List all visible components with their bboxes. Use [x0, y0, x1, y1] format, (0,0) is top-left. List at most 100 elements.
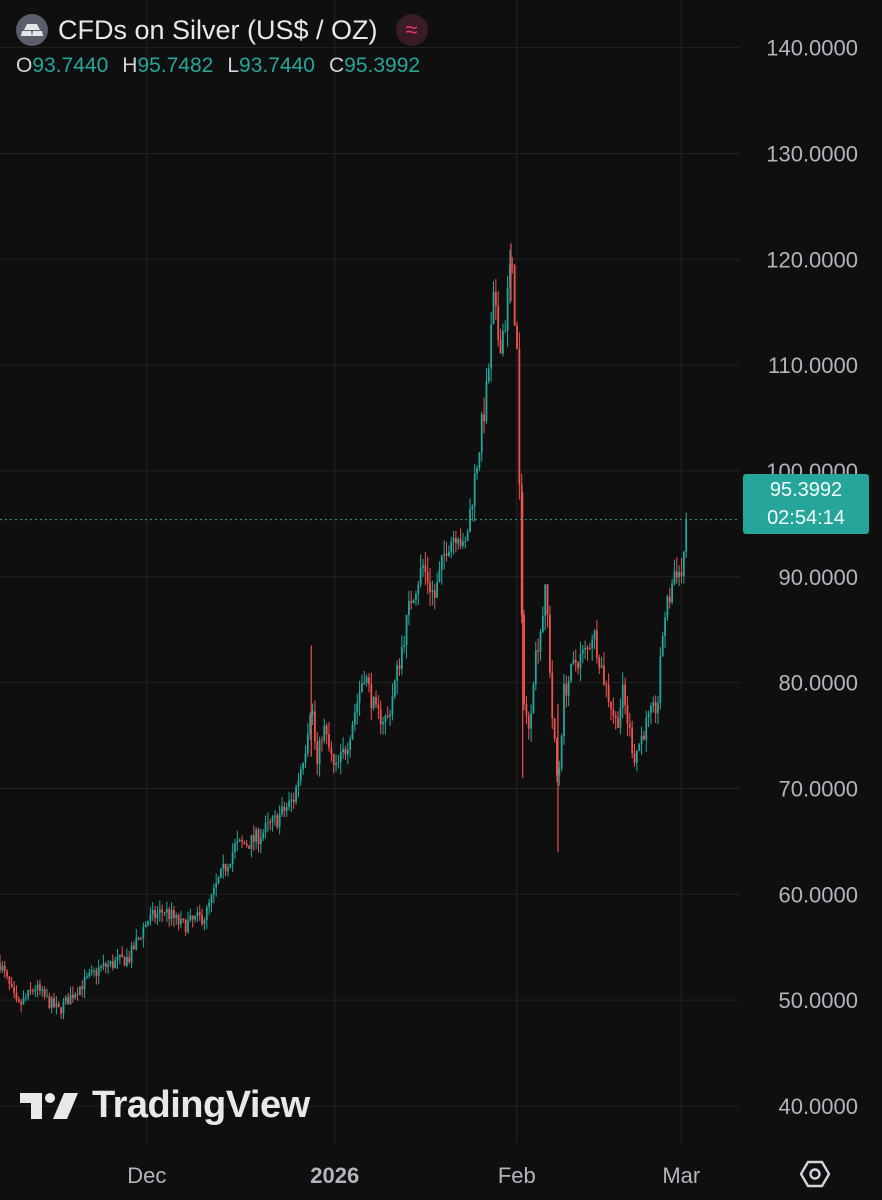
candle-body-up: [34, 989, 37, 992]
candle-body-down: [520, 484, 523, 615]
candle-body-up: [22, 997, 25, 1005]
candle-body-up: [647, 713, 650, 718]
candle-body-down: [121, 954, 124, 958]
candle-body-up: [502, 330, 504, 354]
candle-body-down: [20, 1001, 23, 1005]
candle-body-down: [57, 1003, 60, 1008]
candle-body-up: [342, 749, 344, 753]
candle-body-down: [241, 840, 243, 842]
candle-body-up: [391, 696, 394, 715]
candle-body-down: [499, 339, 502, 354]
tradingview-logo[interactable]: TradingView: [20, 1084, 310, 1127]
candle-body-up: [365, 677, 368, 683]
candle-body-up: [220, 868, 222, 878]
candle-body-up: [264, 823, 267, 833]
candle-body-up: [539, 632, 542, 652]
candle-body-up: [90, 970, 93, 973]
candle-body-up: [485, 381, 488, 422]
candle-body-up: [339, 752, 342, 762]
approx-badge-icon[interactable]: ≈: [395, 14, 428, 46]
candle-body-down: [565, 683, 568, 696]
candle-body-up: [149, 914, 152, 922]
candle-body-up: [443, 553, 446, 556]
candle-body-up: [288, 800, 290, 808]
candle-body-down: [588, 648, 591, 650]
candle-body-up: [671, 583, 673, 603]
candle-body-up: [210, 894, 213, 903]
candle-body-down: [276, 815, 279, 827]
candle-body-up: [309, 715, 312, 735]
candle-body-down: [518, 348, 521, 485]
candle-body-down: [553, 718, 556, 739]
candle-body-up: [682, 551, 685, 577]
symbol-title[interactable]: CFDs on Silver (US$ / OZ): [58, 14, 378, 45]
candle-body-up: [205, 907, 208, 920]
tradingview-logo-icon: [20, 1092, 78, 1119]
candle-body-down: [675, 571, 678, 578]
candle-body-up: [217, 877, 220, 884]
candle-body-down: [586, 647, 589, 649]
candle-body-up: [62, 1001, 65, 1014]
candle-body-down: [598, 657, 601, 668]
candle-body-up: [274, 815, 276, 817]
candle-body-up: [396, 665, 399, 681]
price-axis-tick-label: 80.0000: [778, 671, 858, 696]
candle-body-down: [631, 727, 634, 754]
ohlc-low: L93.7440: [227, 54, 315, 78]
candle-body-up: [579, 653, 582, 669]
candle-body-down: [13, 987, 15, 993]
candle-body-up: [358, 692, 361, 703]
candle-body-up: [337, 761, 340, 764]
candle-body-up: [295, 786, 297, 802]
candle-body-down: [177, 915, 180, 925]
price-axis-tick-label: 70.0000: [778, 776, 858, 801]
candle-body-up: [447, 551, 450, 556]
ohlc-high: H95.7482: [122, 54, 213, 78]
candle-body-up: [457, 539, 460, 544]
candle-body-up: [259, 838, 262, 845]
candle-body-up: [238, 840, 241, 842]
candle-body-down: [379, 708, 382, 725]
price-axis-tick-label: 130.0000: [766, 141, 858, 166]
candle-body-up: [645, 717, 648, 740]
candle-body-up: [151, 910, 154, 915]
candle-body-down: [328, 734, 330, 748]
candle-body-up: [285, 807, 288, 811]
candle-body-up: [389, 714, 391, 717]
candle-body-down: [53, 997, 55, 1008]
price-axis-tick-label: 140.0000: [766, 36, 858, 61]
candle-body-up: [215, 883, 218, 888]
candle-body-up: [462, 541, 464, 547]
candle-body-down: [527, 715, 530, 729]
candle-body-down: [123, 957, 126, 966]
candle-body-up: [638, 744, 641, 751]
candle-body-down: [605, 684, 608, 686]
candle-body-up: [102, 963, 105, 966]
candle-body-up: [100, 965, 102, 968]
candle-body-down: [574, 659, 577, 663]
candle-body-down: [523, 614, 525, 704]
candle-body-up: [271, 816, 274, 823]
ohlc-high-value: 95.7482: [137, 54, 214, 77]
candle-body-up: [436, 582, 438, 598]
candle-body-up: [50, 997, 53, 1008]
ohlc-close-value: 95.3992: [344, 54, 421, 77]
candle-body-up: [318, 740, 321, 765]
candle-body-down: [17, 999, 20, 1002]
candle-body-up: [262, 832, 265, 839]
candle-body-down: [626, 705, 629, 724]
candle-body-down: [668, 596, 671, 603]
candle-body-up: [351, 724, 354, 740]
gear-icon[interactable]: [799, 1158, 831, 1190]
price-axis-tick-label: 120.0000: [766, 247, 858, 272]
candle-body-down: [252, 835, 255, 842]
candle-body-down: [617, 717, 619, 728]
price-axis-tick-label: 60.0000: [778, 882, 858, 907]
candle-body-down: [292, 799, 295, 802]
candle-body-down: [29, 989, 32, 991]
candle-body-up: [250, 835, 253, 849]
candle-body-down: [173, 910, 175, 919]
candle-body-down: [133, 945, 135, 950]
candle-body-up: [478, 452, 481, 469]
